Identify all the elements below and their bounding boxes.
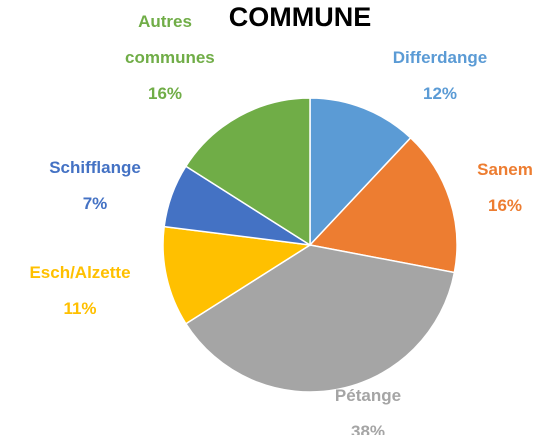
category-label: Differdange [392, 48, 488, 67]
value-label: 7% [82, 194, 108, 213]
pie-slice [309, 97, 412, 247]
category-label: Sanem [477, 160, 533, 179]
value-label: 38% [350, 422, 386, 435]
data-label: Pétange 38% [308, 378, 428, 435]
pie-slice [308, 136, 458, 274]
value-label: 16% [487, 196, 523, 215]
value-label: 12% [422, 84, 458, 103]
value-label: 11% [63, 299, 97, 318]
category-label: Esch/Alzette [29, 263, 131, 282]
pie-slice [184, 97, 311, 247]
category-label: Schifflange [49, 158, 141, 177]
data-label: Sanem 16% [445, 152, 539, 224]
pie-slice [162, 225, 313, 325]
data-label: Schifflange 7% [35, 150, 155, 222]
data-label: Differdange 12% [380, 40, 500, 112]
value-label: 16% [147, 84, 183, 103]
chart-title: COMMUNE [228, 2, 372, 32]
data-label: Esch/Alzette 11% [20, 255, 140, 327]
data-label: Autres communes 16% [125, 4, 215, 112]
category-label: Autres communes [125, 12, 215, 67]
category-label: Pétange [334, 386, 402, 405]
